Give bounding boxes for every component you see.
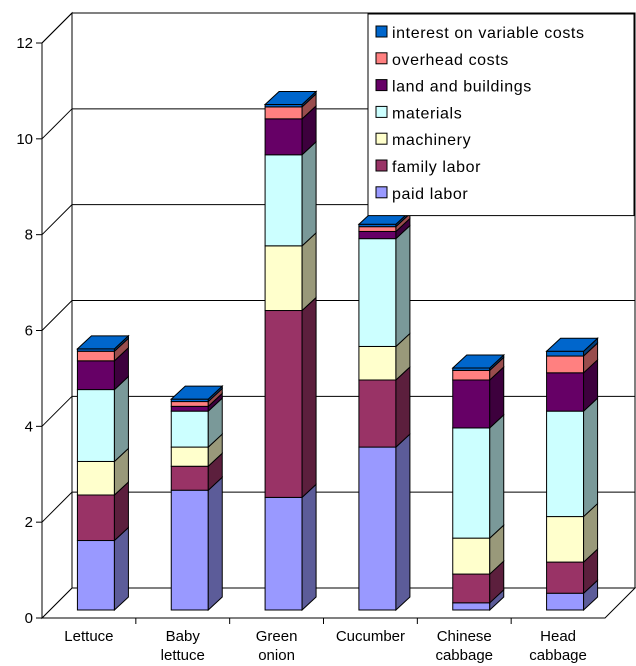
axes	[36, 42, 605, 624]
x-tick-label: Cucumber	[336, 628, 405, 645]
bar-stack	[169, 385, 224, 612]
y-tick-label: 0	[25, 610, 33, 627]
x-tick-label: Chinese	[437, 628, 492, 645]
bar-segment-land-and-buildings	[264, 104, 317, 156]
legend: interest on variable costs overhead costs…	[367, 13, 635, 217]
bar-segment-family-labor	[452, 559, 505, 604]
floor	[40, 587, 636, 619]
bar-segment-interest-on-variable-costs	[451, 353, 506, 372]
y-tick-labels: 0 2 4 6 8 10 12	[16, 35, 33, 627]
legend-label: paid labor	[392, 186, 468, 203]
x-tick-label: cabbage	[435, 647, 493, 664]
bar-segment-land-and-buildings	[546, 358, 599, 413]
bar-segment-materials	[170, 396, 223, 449]
legend-swatch	[375, 52, 388, 65]
x-tick-label: cabbage	[529, 647, 587, 664]
bar-stack	[263, 90, 318, 612]
gridline	[41, 300, 635, 331]
bar-segment-land-and-buildings	[452, 365, 505, 430]
legend-item: machinery	[375, 132, 471, 149]
bar-stack	[357, 210, 412, 612]
y-tick-label: 12	[16, 35, 33, 52]
bar-segment-interest-on-variable-costs	[263, 90, 318, 109]
x-tick-label: lettuce	[161, 647, 205, 664]
bar-segment-interest-on-variable-costs	[76, 334, 130, 353]
legend-swatch	[375, 25, 388, 38]
legend-item: materials	[375, 105, 462, 122]
x-tick-label: Lettuce	[64, 628, 113, 645]
legend-swatch	[375, 132, 388, 145]
bar-segment-family-labor	[264, 296, 317, 499]
gridline	[41, 491, 635, 523]
legend-item: overhead costs	[375, 52, 509, 69]
bars	[76, 90, 599, 612]
bar-segment-materials	[546, 396, 599, 518]
bar-segment-overhead-costs	[546, 341, 599, 374]
bar-segment-interest-on-variable-costs	[545, 337, 599, 358]
legend-swatch	[375, 79, 388, 92]
y-tick-label: 4	[25, 418, 33, 435]
x-tick-label: Green	[256, 628, 298, 645]
legend-item: paid labor	[375, 186, 468, 203]
y-tick-label: 10	[16, 131, 33, 148]
bar-segment-machinery	[264, 231, 317, 312]
bar-segment-materials	[264, 140, 317, 247]
bar-segment-machinery	[170, 432, 223, 468]
bar-segment-materials	[76, 375, 129, 463]
bar-segment-paid-labor	[76, 526, 129, 612]
x-tick-label: onion	[258, 647, 295, 664]
bar-stack	[545, 337, 599, 612]
y-tick-label: 6	[25, 323, 33, 340]
legend-label: interest on variable costs	[392, 25, 585, 42]
legend-label: machinery	[392, 132, 471, 149]
bar-segment-machinery	[546, 502, 599, 564]
legend-item: family labor	[375, 159, 481, 176]
legend-label: family labor	[392, 159, 481, 176]
legend-label: land and buildings	[392, 79, 532, 96]
bar-stack	[76, 334, 130, 612]
bar-segment-paid-labor	[170, 476, 223, 612]
bar-segment-materials	[358, 224, 411, 348]
y-tick-label: 8	[25, 227, 33, 244]
legend-label: overhead costs	[392, 52, 509, 69]
bar-segment-family-labor	[546, 547, 599, 595]
legend-item: interest on variable costs	[375, 25, 585, 42]
legend-swatch	[375, 186, 388, 199]
legend-swatch	[375, 159, 388, 172]
bar-segment-materials	[452, 413, 505, 540]
bar-segment-paid-labor	[264, 483, 317, 612]
bar-stack	[451, 353, 506, 612]
gridline	[41, 12, 635, 44]
category-labels: Lettuce Baby lettuce Green onion Cucumber Chin…	[64, 628, 587, 664]
legend-item: land and buildings	[375, 79, 532, 96]
x-tick-label: Head	[540, 628, 576, 645]
bar-segment-paid-labor	[358, 432, 411, 612]
bar-segment-interest-on-variable-costs	[169, 385, 224, 403]
legend-label: materials	[392, 105, 462, 122]
y-tick-label: 2	[25, 514, 33, 531]
legend-box	[367, 13, 635, 217]
gridline	[41, 395, 635, 427]
legend-swatch	[375, 105, 388, 118]
bar-segment-paid-labor	[546, 579, 599, 612]
bar-segment-family-labor	[76, 480, 129, 542]
x-tick-label: Baby	[166, 628, 201, 645]
bar-segment-machinery	[76, 447, 129, 497]
